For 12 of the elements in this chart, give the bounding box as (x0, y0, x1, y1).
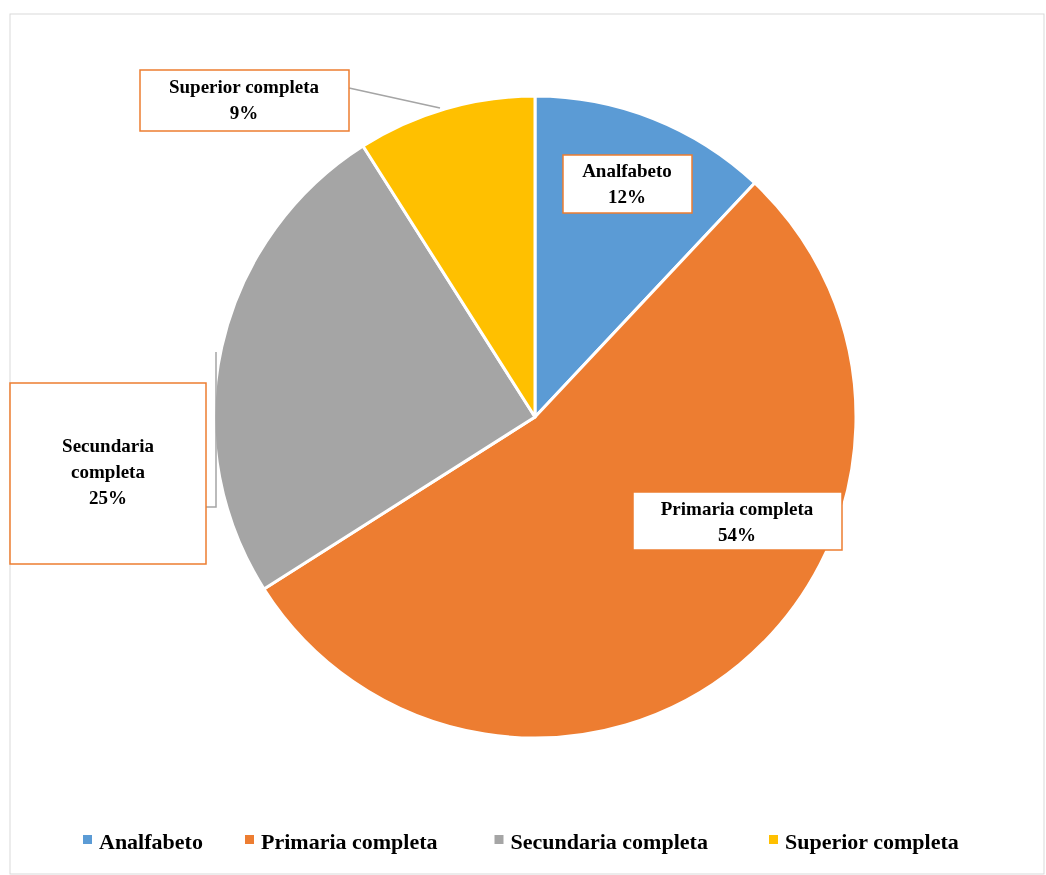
slice-label: Secundaria completa (62, 435, 155, 482)
slice-label: Primaria completa (660, 498, 814, 519)
data-label: 54% (718, 524, 756, 545)
legend-label: Analfabeto (99, 829, 203, 855)
legend-label: Primaria completa (261, 829, 438, 855)
data-label: 25% (89, 487, 127, 508)
legend-label: Superior completa (785, 829, 959, 855)
slice-label: Superior completa (168, 76, 320, 97)
legend-label: Secundaria completa (510, 829, 708, 855)
data-label: 12% (608, 186, 646, 207)
slice-label: Analfabeto (582, 160, 672, 181)
data-label: 9% (229, 102, 259, 123)
